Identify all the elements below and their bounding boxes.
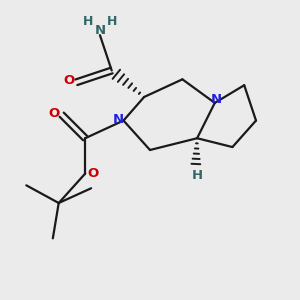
Text: H: H: [191, 169, 203, 182]
Text: N: N: [211, 93, 222, 106]
Text: O: O: [88, 167, 99, 180]
Text: H: H: [107, 14, 118, 28]
Text: H: H: [82, 14, 93, 28]
Text: O: O: [63, 74, 75, 87]
Text: N: N: [112, 112, 124, 126]
Text: O: O: [49, 107, 60, 120]
Text: N: N: [94, 24, 106, 37]
